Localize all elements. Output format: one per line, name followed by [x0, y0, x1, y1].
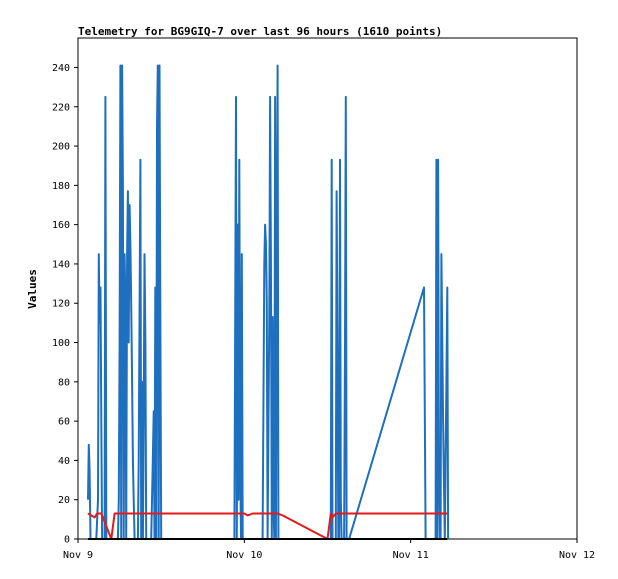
y-tick-label: 40	[58, 456, 70, 467]
y-tick-label: 240	[52, 63, 70, 74]
x-axis: Nov 9 Nov 10 Nov 11 Nov 12	[63, 539, 595, 561]
series-line-2	[87, 512, 448, 540]
y-tick-label: 140	[52, 259, 70, 270]
x-tick-label: Nov 11	[393, 550, 429, 561]
series-layer	[87, 64, 450, 540]
x-tick-label: Nov 12	[559, 550, 595, 561]
x-tick-label: Nov 10	[226, 550, 262, 561]
y-axis-title: Values	[26, 269, 39, 309]
y-tick-label: 20	[58, 495, 70, 506]
y-tick-label: 160	[52, 220, 70, 231]
y-axis: 0 20 40 60 80 100 120 140 160 180 200 220 240	[52, 63, 78, 546]
chart-title: Telemetry for BG9GIQ-7 over last 96 hour…	[78, 25, 442, 38]
y-tick-label: 180	[52, 181, 70, 192]
y-tick-label: 220	[52, 102, 70, 113]
y-tick-label: 120	[52, 299, 70, 310]
y-tick-label: 60	[58, 417, 70, 428]
y-tick-label: 0	[64, 535, 70, 546]
y-tick-label: 100	[52, 338, 70, 349]
y-tick-label: 80	[58, 377, 70, 388]
x-tick-label: Nov 9	[63, 550, 93, 561]
series-line-1	[87, 64, 450, 540]
y-tick-label: 200	[52, 142, 70, 153]
